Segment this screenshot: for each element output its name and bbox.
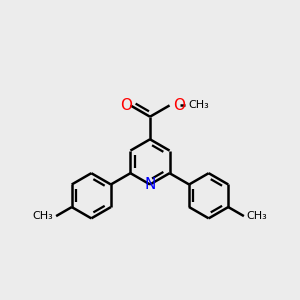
Text: CH₃: CH₃: [32, 211, 53, 221]
Text: O: O: [120, 98, 132, 113]
Text: CH₃: CH₃: [247, 211, 268, 221]
Text: O: O: [173, 98, 185, 113]
Text: N: N: [144, 177, 156, 192]
Text: CH₃: CH₃: [188, 100, 209, 110]
